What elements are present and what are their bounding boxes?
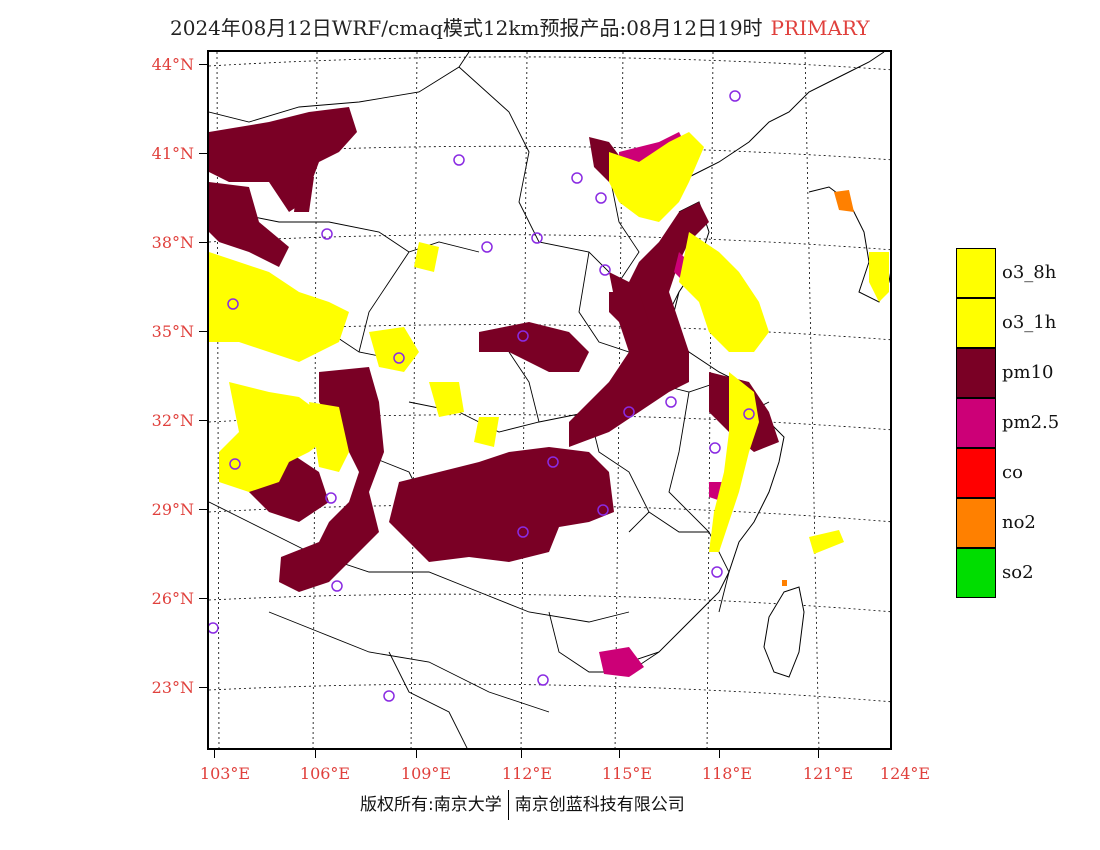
legend-swatch-pm10 (956, 348, 996, 398)
lat-tick (199, 598, 207, 599)
lat-label: 41°N (151, 144, 194, 163)
pollution-map (209, 52, 890, 748)
legend-swatch-o3-1h (956, 298, 996, 348)
legend-label: so2 (1002, 562, 1034, 583)
legend-swatch-pm25 (956, 398, 996, 448)
lon-tick (619, 750, 620, 758)
copyright-left: 版权所有:南京大学 (360, 795, 502, 815)
lat-tick (199, 331, 207, 332)
lon-label: 103°E (199, 764, 251, 783)
legend-label: o3_1h (1002, 312, 1057, 333)
lon-tick (521, 750, 522, 758)
lat-label: 35°N (151, 322, 194, 341)
lon-label: 121°E (802, 764, 854, 783)
lat-tick (199, 420, 207, 421)
lat-label: 23°N (151, 678, 194, 697)
copyright-right: 南京创蓝科技有限公司 (514, 795, 685, 815)
title-text: 2024年08月12日WRF/cmaq模式12km预报产品:08月12日19时 (170, 16, 763, 40)
lat-label: 44°N (151, 55, 194, 74)
title-tag: PRIMARY (770, 16, 870, 40)
lat-tick (199, 509, 207, 510)
legend-label: pm2.5 (1002, 412, 1060, 433)
lat-tick (199, 687, 207, 688)
lat-label: 38°N (151, 233, 194, 252)
taiwan-outline (763, 586, 805, 678)
lon-label: 124°E (879, 764, 931, 783)
lon-tick (315, 750, 316, 758)
lat-label: 26°N (151, 589, 194, 608)
lat-tick (199, 153, 207, 154)
lat-label: 32°N (151, 411, 194, 430)
legend-label: no2 (1002, 512, 1036, 533)
footer-separator (507, 790, 509, 820)
map-title: 2024年08月12日WRF/cmaq模式12km预报产品:08月12日19时 P… (170, 12, 1000, 41)
copyright-footer: 版权所有:南京大学 南京创蓝科技有限公司 (360, 790, 685, 820)
lon-tick (818, 750, 819, 758)
legend-swatch-no2 (956, 498, 996, 548)
pm10-areas (209, 107, 779, 592)
lon-label: 109°E (400, 764, 452, 783)
lat-label: 29°N (151, 500, 194, 519)
legend-swatch-so2 (956, 548, 996, 598)
legend-label: o3_8h (1002, 262, 1057, 283)
o3-areas (209, 132, 889, 554)
lon-label: 106°E (299, 764, 351, 783)
legend-label: pm10 (1002, 362, 1054, 383)
lat-tick (199, 242, 207, 243)
lon-tick (719, 750, 720, 758)
legend-swatch-o3-8h (956, 248, 996, 298)
lon-tick (214, 750, 215, 758)
lon-label: 112°E (501, 764, 553, 783)
lat-tick (199, 64, 207, 65)
legend-swatch-co (956, 448, 996, 498)
no2-areas (782, 190, 854, 586)
lon-label: 115°E (601, 764, 653, 783)
city-markers (209, 90, 755, 702)
map-frame (207, 50, 892, 750)
legend-label: co (1002, 462, 1023, 483)
lon-label: 118°E (701, 764, 753, 783)
lon-tick (416, 750, 417, 758)
